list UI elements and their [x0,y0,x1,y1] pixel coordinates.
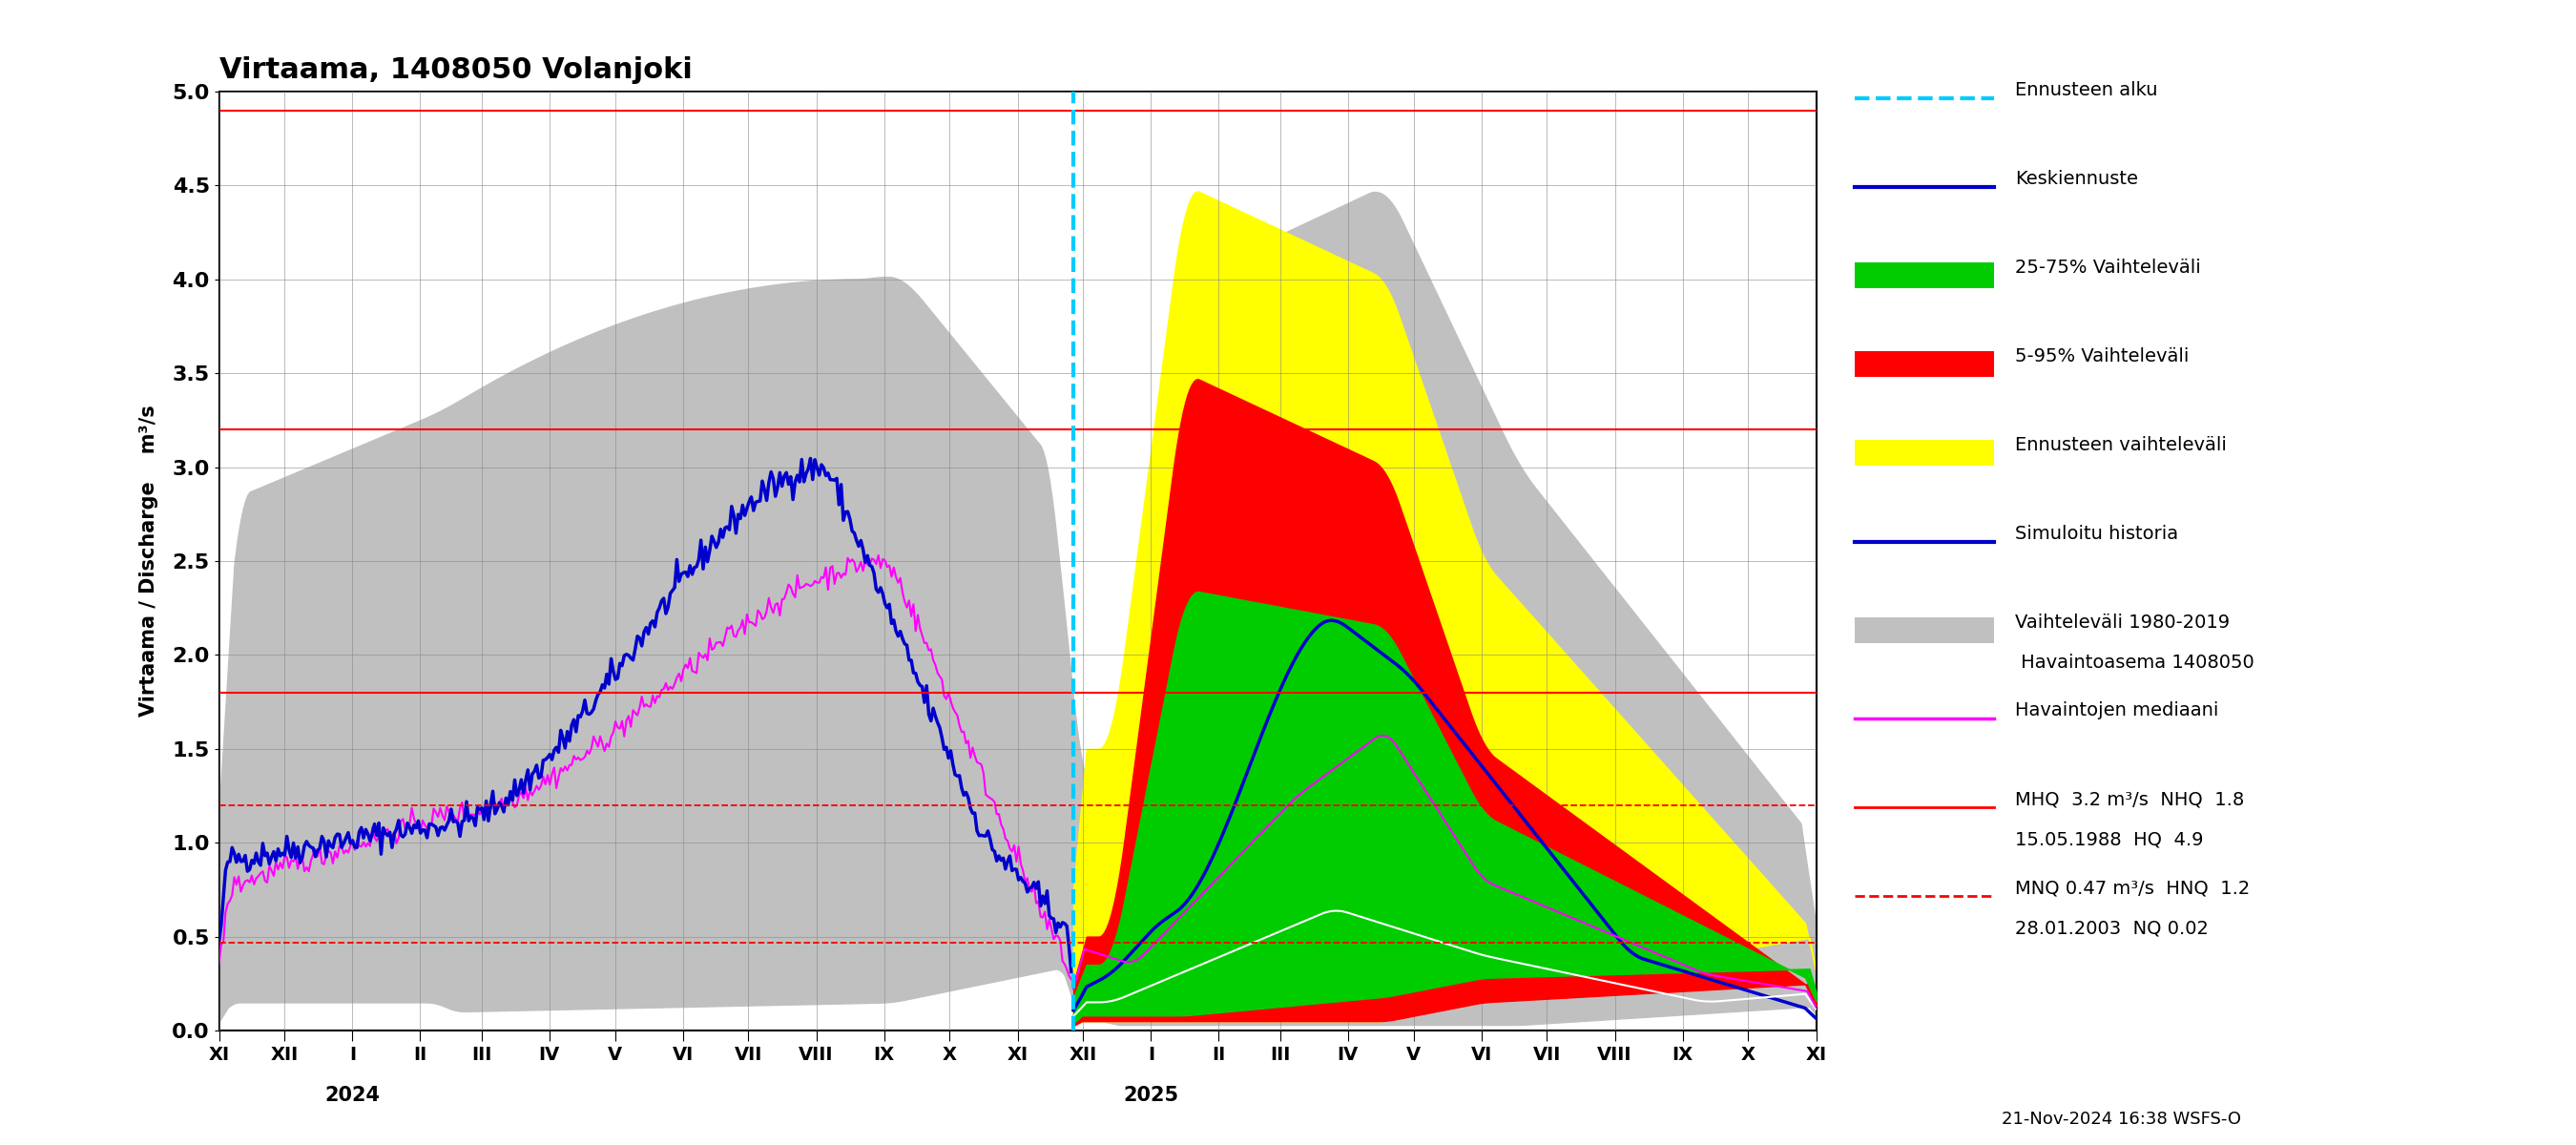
Bar [1855,352,1994,378]
Bar [1855,440,1994,466]
Text: Havaintojen mediaani: Havaintojen mediaani [2014,702,2218,720]
Text: MHQ  3.2 m³/s  NHQ  1.8: MHQ 3.2 m³/s NHQ 1.8 [2014,790,2244,808]
Text: 15.05.1988  HQ  4.9: 15.05.1988 HQ 4.9 [2014,831,2202,848]
Text: Virtaama, 1408050 Volanjoki: Virtaama, 1408050 Volanjoki [219,56,693,84]
Text: 2024: 2024 [325,1087,381,1105]
Bar [1855,262,1994,289]
Text: 28.01.2003  NQ 0.02: 28.01.2003 NQ 0.02 [2014,919,2208,938]
Text: Ennusteen alku: Ennusteen alku [2014,81,2156,100]
Text: 5-95% Vaihteleväli: 5-95% Vaihteleväli [2014,347,2190,365]
Text: Ennusteen vaihteleväli: Ennusteen vaihteleväli [2014,436,2226,453]
Text: 25-75% Vaihteleväli: 25-75% Vaihteleväli [2014,259,2200,277]
Text: MNQ 0.47 m³/s  HNQ  1.2: MNQ 0.47 m³/s HNQ 1.2 [2014,879,2249,898]
Y-axis label: Virtaama / Discharge    m³/s: Virtaama / Discharge m³/s [139,405,160,717]
Text: 21-Nov-2024 16:38 WSFS-O: 21-Nov-2024 16:38 WSFS-O [2002,1111,2241,1128]
Text: Keskiennuste: Keskiennuste [2014,169,2138,188]
Text: Havaintoasema 1408050: Havaintoasema 1408050 [2014,654,2254,671]
Text: Vaihteleväli 1980-2019: Vaihteleväli 1980-2019 [2014,613,2228,631]
Text: 2025: 2025 [1123,1087,1180,1105]
Bar [1855,617,1994,643]
Text: Simuloitu historia: Simuloitu historia [2014,524,2177,543]
